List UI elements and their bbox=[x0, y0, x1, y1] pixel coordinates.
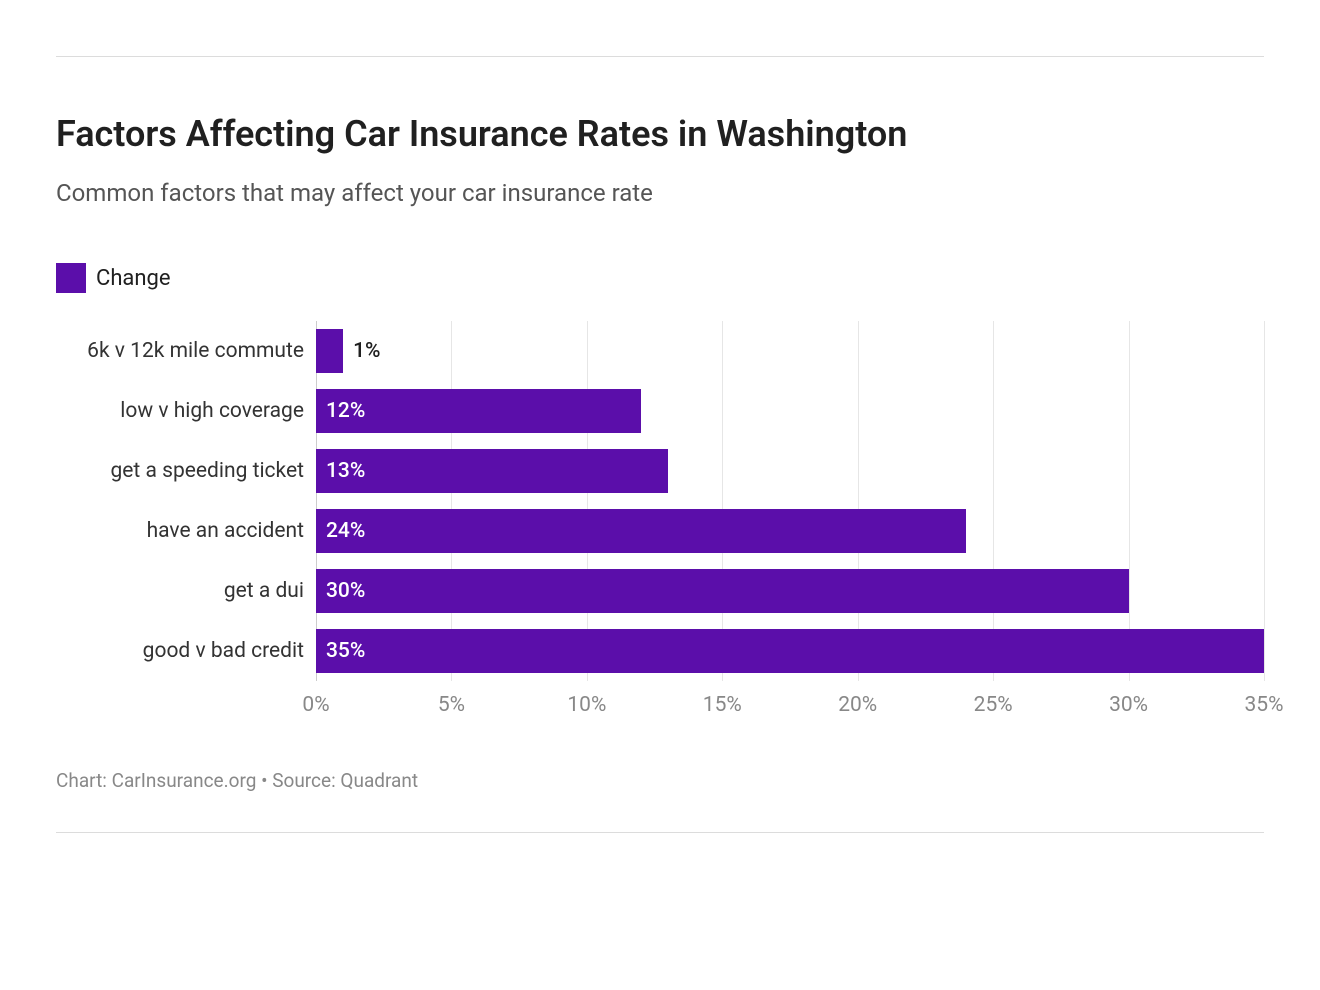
bar: 24% bbox=[316, 509, 966, 553]
chart-subtitle: Common factors that may affect your car … bbox=[56, 179, 1264, 207]
plot: 6k v 12k mile commute1%low v high covera… bbox=[316, 321, 1264, 681]
bar: 35% bbox=[316, 629, 1264, 673]
x-tick-label: 10% bbox=[567, 693, 606, 717]
legend-swatch bbox=[56, 263, 86, 293]
row-label: 6k v 12k mile commute bbox=[87, 339, 304, 363]
chart-footer: Chart: CarInsurance.org • Source: Quadra… bbox=[56, 769, 1264, 792]
bar-value-label: 1% bbox=[353, 339, 380, 363]
bar-value-label: 13% bbox=[326, 459, 365, 483]
legend-label: Change bbox=[96, 266, 171, 291]
bar-value-label: 35% bbox=[326, 639, 365, 663]
gridline bbox=[1264, 321, 1265, 681]
top-rule bbox=[56, 56, 1264, 57]
bar: 13% bbox=[316, 449, 668, 493]
bottom-rule bbox=[56, 832, 1264, 833]
chart-row: get a dui30% bbox=[316, 561, 1264, 621]
x-tick-label: 20% bbox=[838, 693, 877, 717]
bar-value-label: 24% bbox=[326, 519, 365, 543]
x-tick-label: 15% bbox=[703, 693, 742, 717]
legend: Change bbox=[56, 263, 1264, 293]
bar: 12% bbox=[316, 389, 641, 433]
bar: 30% bbox=[316, 569, 1129, 613]
row-label: get a dui bbox=[224, 579, 304, 603]
bar-value-label: 30% bbox=[326, 579, 365, 603]
chart-title: Factors Affecting Car Insurance Rates in… bbox=[56, 113, 1264, 155]
bar-value-label: 12% bbox=[326, 399, 365, 423]
row-label: get a speeding ticket bbox=[110, 459, 304, 483]
x-tick-label: 35% bbox=[1245, 693, 1284, 717]
x-tick-label: 30% bbox=[1109, 693, 1148, 717]
bar bbox=[316, 329, 343, 373]
chart-container: Factors Affecting Car Insurance Rates in… bbox=[0, 0, 1320, 833]
chart-row: 6k v 12k mile commute1% bbox=[316, 321, 1264, 381]
x-axis: 0%5%10%15%20%25%30%35% bbox=[316, 681, 1264, 721]
chart-row: have an accident24% bbox=[316, 501, 1264, 561]
x-tick-label: 25% bbox=[974, 693, 1013, 717]
row-label: have an accident bbox=[147, 519, 304, 543]
x-tick-label: 5% bbox=[438, 693, 465, 717]
x-tick-label: 0% bbox=[302, 693, 329, 717]
row-label: good v bad credit bbox=[143, 639, 304, 663]
chart-row: low v high coverage12% bbox=[316, 381, 1264, 441]
chart-area: 6k v 12k mile commute1%low v high covera… bbox=[316, 321, 1264, 721]
chart-row: good v bad credit35% bbox=[316, 621, 1264, 681]
chart-row: get a speeding ticket13% bbox=[316, 441, 1264, 501]
row-label: low v high coverage bbox=[120, 399, 304, 423]
